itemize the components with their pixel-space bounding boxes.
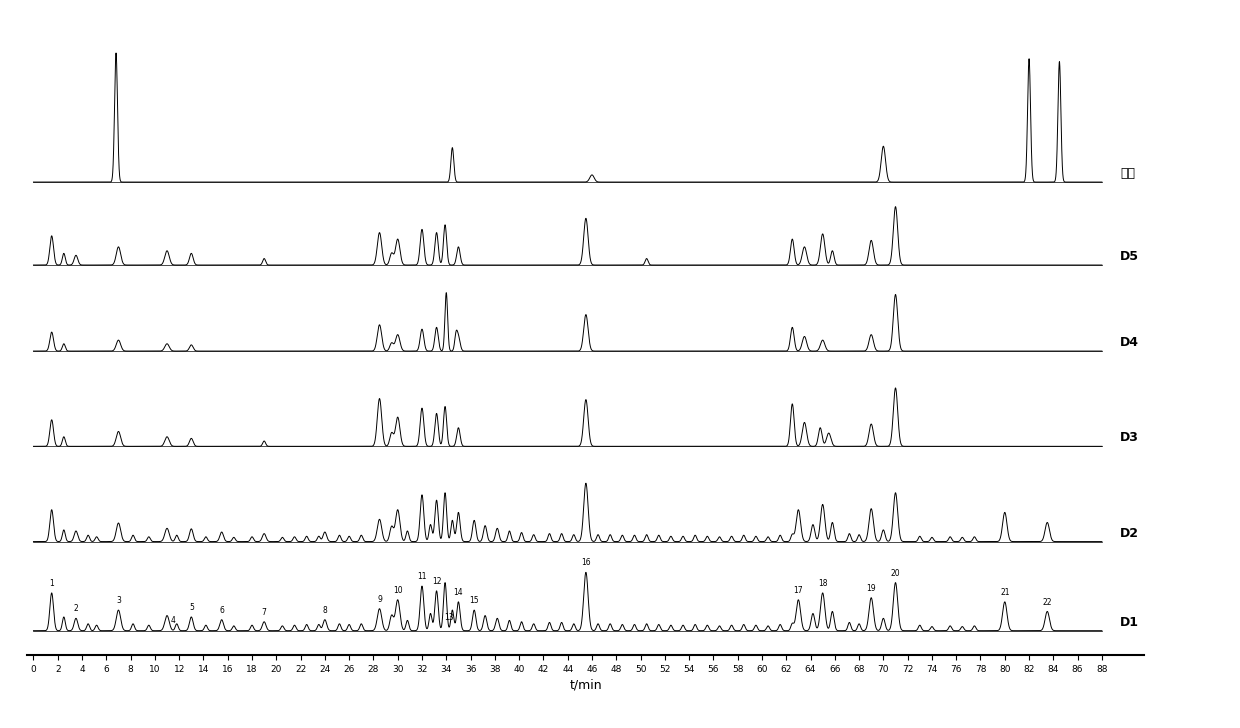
Text: 6: 6 xyxy=(219,606,224,614)
Text: 19: 19 xyxy=(867,584,875,593)
X-axis label: t/min: t/min xyxy=(569,678,603,691)
Text: 混标: 混标 xyxy=(1120,167,1135,181)
Text: D4: D4 xyxy=(1120,336,1140,349)
Text: 18: 18 xyxy=(818,579,827,588)
Text: D5: D5 xyxy=(1120,250,1140,264)
Text: 3: 3 xyxy=(117,596,120,605)
Text: 4: 4 xyxy=(171,616,176,625)
Text: D1: D1 xyxy=(1120,616,1140,629)
Text: 11: 11 xyxy=(417,572,427,581)
Text: 17: 17 xyxy=(794,586,804,595)
Text: 15: 15 xyxy=(470,596,479,605)
Text: D2: D2 xyxy=(1120,527,1140,539)
Text: 22: 22 xyxy=(1043,598,1052,606)
Text: 13: 13 xyxy=(444,612,454,622)
Text: 1: 1 xyxy=(50,579,55,588)
Text: 10: 10 xyxy=(393,586,403,595)
Text: 9: 9 xyxy=(377,595,382,604)
Text: D3: D3 xyxy=(1120,432,1140,445)
Text: 7: 7 xyxy=(262,608,267,617)
Text: 8: 8 xyxy=(322,606,327,614)
Text: 21: 21 xyxy=(999,588,1009,597)
Text: 12: 12 xyxy=(432,577,441,586)
Text: 14: 14 xyxy=(454,588,464,597)
Text: 2: 2 xyxy=(73,604,78,614)
Text: 5: 5 xyxy=(188,603,193,612)
Text: 20: 20 xyxy=(890,569,900,578)
Text: 16: 16 xyxy=(582,558,590,567)
